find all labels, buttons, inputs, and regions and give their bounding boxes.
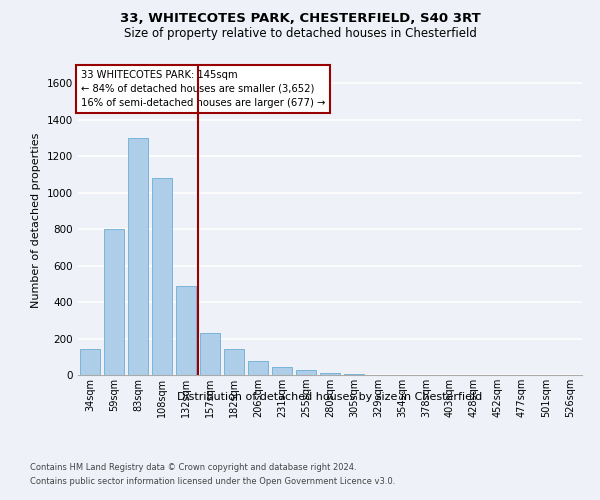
Bar [104,229,124,375]
Y-axis label: Number of detached properties: Number of detached properties [31,132,41,308]
Bar [248,362,268,375]
Bar [296,370,316,375]
Text: Contains HM Land Registry data © Crown copyright and database right 2024.: Contains HM Land Registry data © Crown c… [30,462,356,471]
Bar [272,367,292,375]
Text: Contains public sector information licensed under the Open Government Licence v3: Contains public sector information licen… [30,478,395,486]
Bar [80,350,100,375]
Bar [344,374,364,375]
Bar [128,138,148,375]
Bar [320,373,340,375]
Text: Size of property relative to detached houses in Chesterfield: Size of property relative to detached ho… [124,28,476,40]
Text: 33, WHITECOTES PARK, CHESTERFIELD, S40 3RT: 33, WHITECOTES PARK, CHESTERFIELD, S40 3… [119,12,481,26]
Bar [200,333,220,375]
Text: Distribution of detached houses by size in Chesterfield: Distribution of detached houses by size … [178,392,482,402]
Bar [176,286,196,375]
Bar [224,350,244,375]
Text: 33 WHITECOTES PARK: 145sqm
← 84% of detached houses are smaller (3,652)
16% of s: 33 WHITECOTES PARK: 145sqm ← 84% of deta… [80,70,325,108]
Bar [152,178,172,375]
